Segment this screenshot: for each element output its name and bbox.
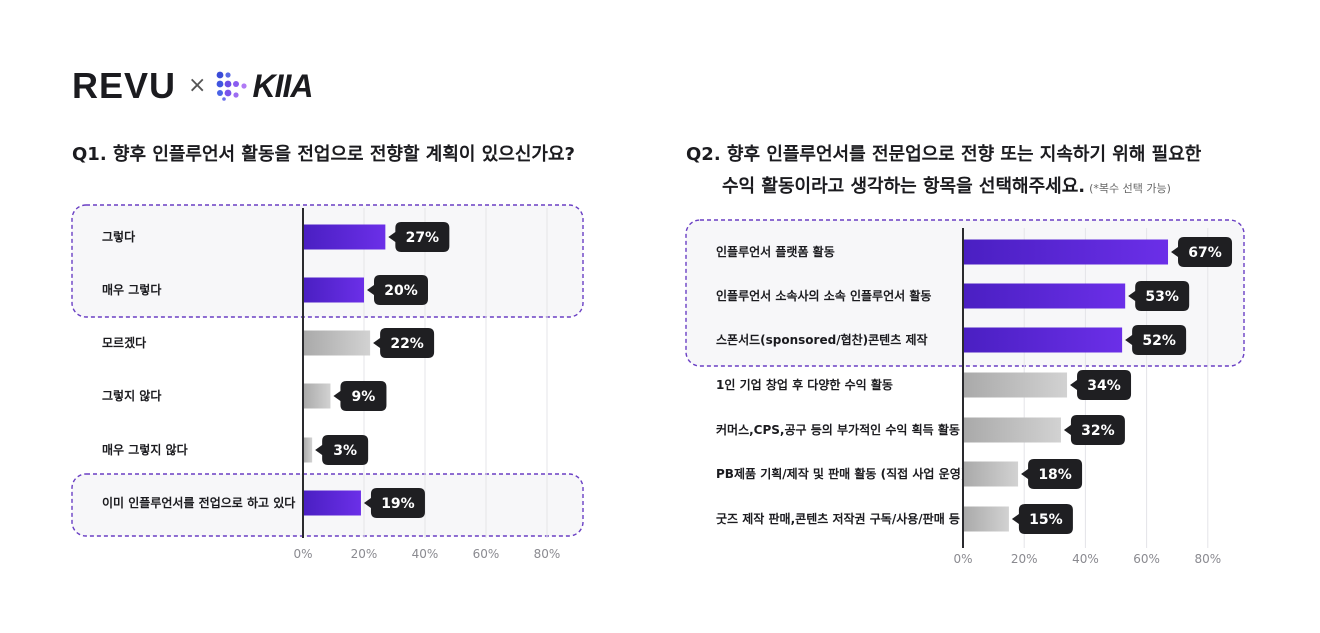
q2-x-tick-label: 60% [1133, 552, 1160, 566]
q2-value-label: 67% [1188, 245, 1222, 261]
collab-separator: × [188, 73, 207, 98]
q2-category-label: 스폰서드(sponsored/협찬)콘텐츠 제작 [716, 332, 928, 347]
q2-title-line2: 수익 활동이라고 생각하는 항목을 선택해주세요. (*복수 선택 가능) [722, 172, 1171, 198]
kiia-logo: KIIA [252, 68, 313, 104]
q2-value-callout [1125, 325, 1187, 355]
q1-value-label: 20% [384, 283, 418, 299]
q1-value-label: 27% [406, 230, 440, 246]
q1-bar [303, 330, 371, 356]
q2-x-tick-label: 40% [1072, 552, 1099, 566]
q1-value-label: 9% [352, 389, 376, 405]
q2-category-label: 인플루언서 플랫폼 활동 [716, 244, 835, 259]
revu-logo: REVU [72, 65, 177, 106]
q1-bar [303, 224, 386, 250]
q1-bar [303, 277, 364, 303]
q2-x-tick-label: 20% [1011, 552, 1038, 566]
q2-value-callout [1063, 415, 1125, 445]
q2-x-tick-label: 0% [953, 552, 972, 566]
q1-x-tick-label: 20% [351, 547, 378, 561]
q2-value-callout [1070, 370, 1132, 400]
q1-title: Q1. 향후 인플루언서 활동을 전업으로 전향할 계획이 있으신가요? [72, 144, 575, 165]
q1-category-label: 그렇지 않다 [102, 388, 161, 403]
q2-value-label: 34% [1087, 378, 1121, 394]
q2-value-label: 18% [1038, 467, 1072, 483]
q2-category-label: 1인 기업 창업 후 다양한 수익 활동 [716, 377, 893, 392]
q2-title-line1: Q2. 향후 인플루언서를 전문업으로 전향 또는 지속하기 위해 필요한 [686, 144, 1202, 165]
q1-value-callout [367, 275, 428, 305]
q2-bar [963, 239, 1169, 265]
q2-bar [963, 461, 1019, 487]
q2-x-tick-label: 80% [1194, 552, 1221, 566]
q2-value-callout [1021, 459, 1083, 489]
q1-bar [303, 490, 361, 516]
q2-value-label: 52% [1142, 333, 1176, 349]
q1-value-callout [315, 435, 369, 465]
q1-value-label: 3% [333, 443, 357, 459]
q2-title-note: (*복수 선택 가능) [1089, 182, 1171, 195]
q2-category-label: 굿즈 제작 판매,콘텐츠 저작권 구독/사용/판매 등 [716, 511, 960, 526]
q1-value-callout [373, 328, 435, 358]
q1-bar [303, 437, 313, 463]
logo-row: REVU × KIIA [72, 65, 313, 106]
q1-bar [303, 383, 331, 409]
kiia-dots-icon [217, 71, 248, 101]
q1-value-callout [333, 381, 387, 411]
q2-value-callout [1011, 504, 1073, 534]
q2-bar [963, 372, 1068, 398]
q1-category-label: 그렇다 [102, 229, 135, 244]
q2-value-label: 32% [1081, 423, 1115, 439]
q1-value-callout [363, 488, 425, 518]
q1-x-tick-label: 40% [412, 547, 439, 561]
q1-category-label: 이미 인플루언서를 전업으로 하고 있다 [102, 495, 295, 510]
q2-value-callout [1171, 237, 1233, 267]
q1-category-label: 모르겠다 [102, 335, 146, 350]
q1-highlight-box-0 [71, 204, 584, 318]
q2-bar [963, 283, 1126, 309]
q1-x-tick-label: 80% [534, 547, 561, 561]
q2-bar [963, 417, 1061, 443]
q2-bar [963, 506, 1009, 532]
q1-value-label: 22% [390, 336, 424, 352]
q1-x-tick-label: 60% [473, 547, 500, 561]
q2-category-label: PB제품 기획/제작 및 판매 활동 (직접 사업 운영) [716, 466, 966, 481]
q1-category-label: 매우 그렇다 [102, 282, 161, 297]
q2-category-label: 인플루언서 소속사의 소속 인플루언서 활동 [716, 288, 931, 303]
q2-category-label: 커머스,CPS,공구 등의 부가적인 수익 획득 활동 [716, 422, 960, 437]
q2-value-label: 15% [1029, 512, 1063, 528]
q2-value-callout [1128, 281, 1190, 311]
q1-category-label: 매우 그렇지 않다 [102, 442, 188, 457]
q1-value-label: 19% [381, 496, 415, 512]
q1-value-callout [388, 222, 450, 252]
q1-x-tick-label: 0% [293, 547, 312, 561]
q2-value-label: 53% [1145, 289, 1179, 305]
q2-title-line2-text: 수익 활동이라고 생각하는 항목을 선택해주세요. [722, 176, 1086, 197]
q2-bar [963, 327, 1123, 353]
